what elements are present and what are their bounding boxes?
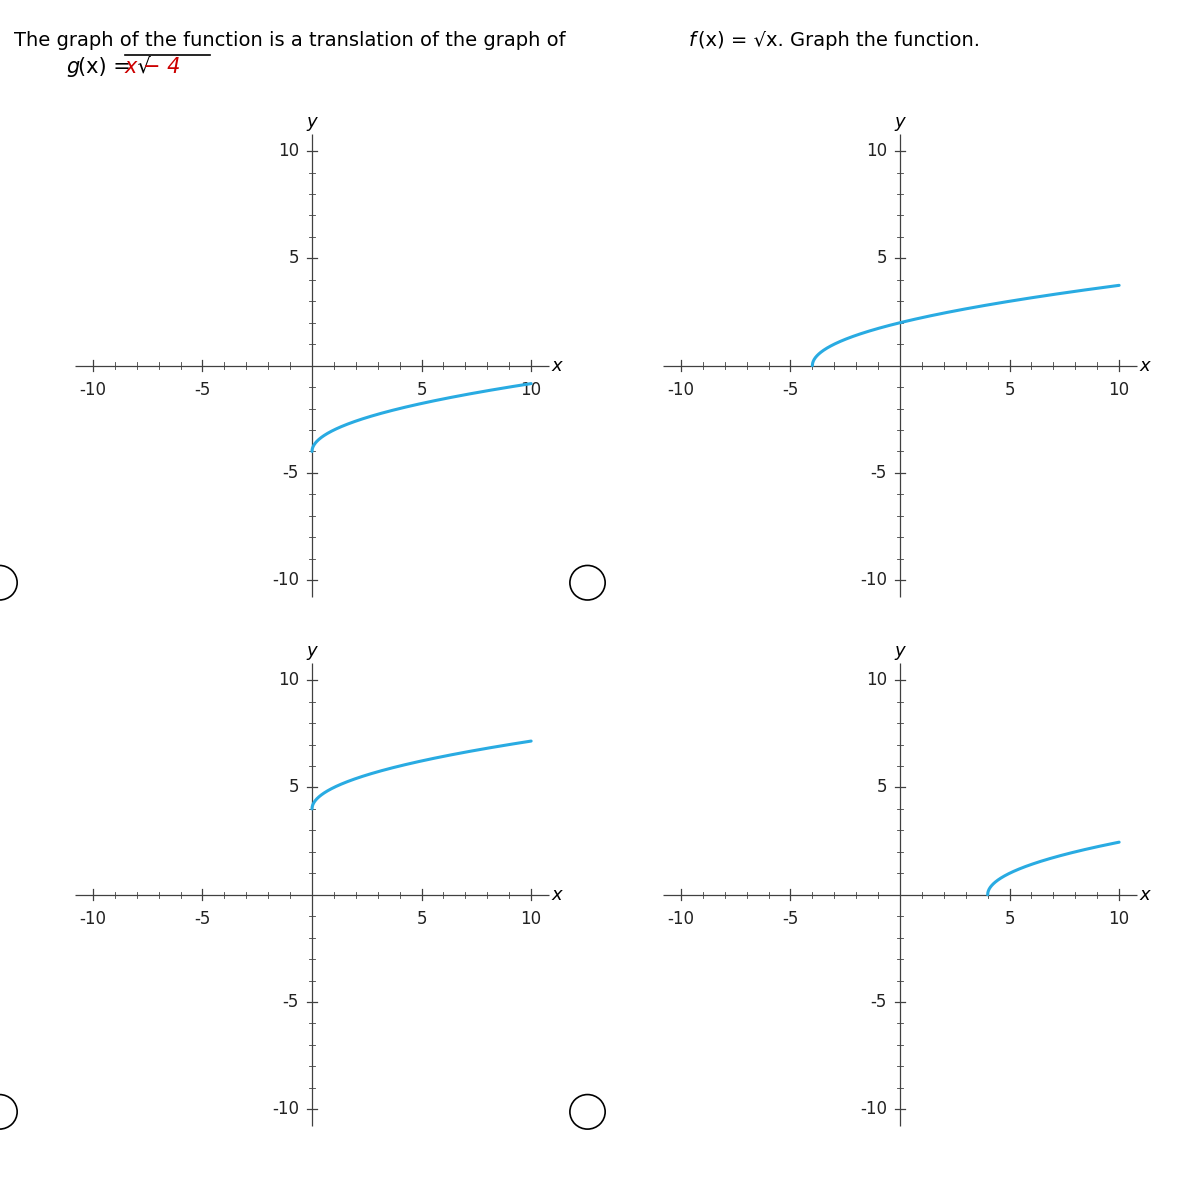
Text: 10: 10 (1109, 910, 1129, 927)
Text: g: g (66, 57, 79, 77)
Text: x: x (1140, 886, 1151, 904)
Text: 10: 10 (277, 671, 299, 690)
Text: x: x (552, 886, 563, 904)
Text: 10: 10 (865, 141, 887, 161)
Text: (x) = √: (x) = √ (78, 57, 151, 77)
Text: 5: 5 (1004, 380, 1015, 398)
Text: 5: 5 (288, 779, 299, 797)
Text: 5: 5 (416, 910, 427, 927)
Text: -5: -5 (782, 910, 799, 927)
Text: y: y (307, 113, 317, 131)
Text: f: f (689, 31, 696, 50)
Text: -5: -5 (870, 464, 887, 482)
Text: 10: 10 (521, 380, 541, 398)
Text: -10: -10 (860, 1100, 887, 1119)
Text: 5: 5 (876, 779, 887, 797)
Text: -5: -5 (870, 993, 887, 1011)
Text: The graph of the function is a translation of the graph of: The graph of the function is a translati… (14, 31, 572, 50)
Text: x: x (552, 357, 563, 375)
Text: 10: 10 (521, 910, 541, 927)
Text: (x) = √x. Graph the function.: (x) = √x. Graph the function. (698, 31, 980, 50)
Text: -10: -10 (79, 380, 107, 398)
Text: y: y (895, 642, 905, 660)
Text: -5: -5 (782, 380, 799, 398)
Text: 5: 5 (288, 250, 299, 268)
Text: -10: -10 (667, 910, 695, 927)
Text: -10: -10 (272, 1100, 299, 1119)
Text: -5: -5 (194, 380, 211, 398)
Text: 10: 10 (277, 141, 299, 161)
Text: 5: 5 (416, 380, 427, 398)
Text: -5: -5 (282, 993, 299, 1011)
Text: -5: -5 (282, 464, 299, 482)
Text: 10: 10 (1109, 380, 1129, 398)
Text: -10: -10 (272, 571, 299, 590)
Text: x − 4: x − 4 (125, 57, 181, 77)
Text: 5: 5 (876, 250, 887, 268)
Text: -5: -5 (194, 910, 211, 927)
Text: 10: 10 (865, 671, 887, 690)
Text: y: y (895, 113, 905, 131)
Text: -10: -10 (79, 910, 107, 927)
Text: y: y (307, 642, 317, 660)
Text: -10: -10 (667, 380, 695, 398)
Text: 5: 5 (1004, 910, 1015, 927)
Text: -10: -10 (860, 571, 887, 590)
Text: x: x (1140, 357, 1151, 375)
